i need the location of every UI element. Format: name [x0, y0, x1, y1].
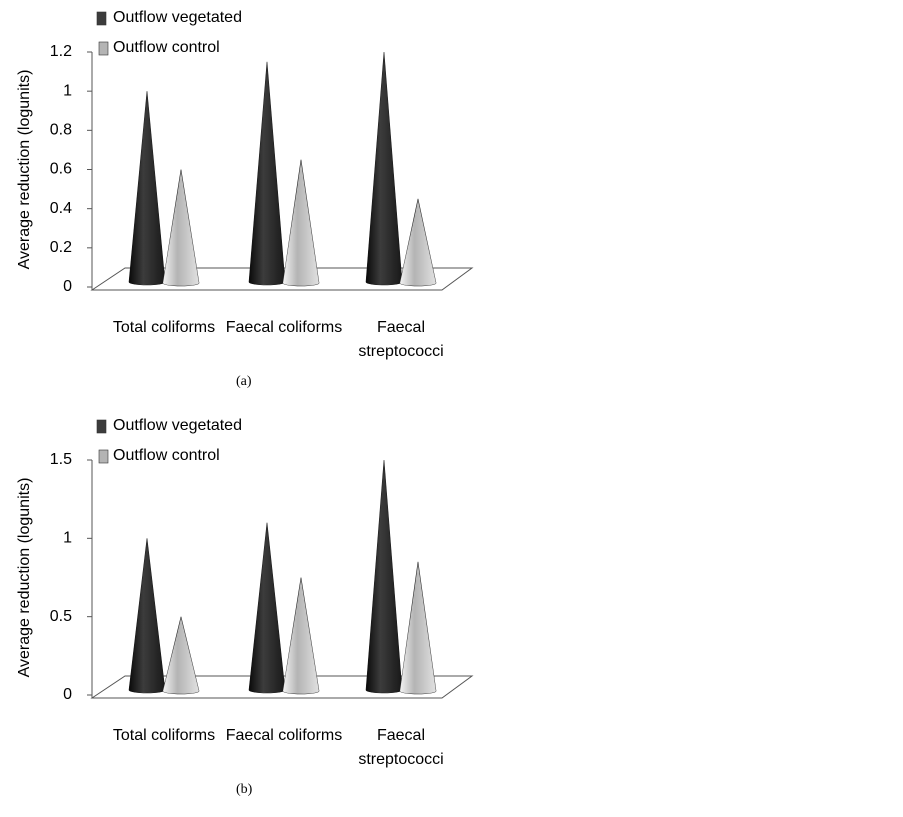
- cone: [365, 51, 403, 286]
- cone: [399, 561, 437, 695]
- caption: (a): [236, 374, 252, 389]
- x-tick-label: Faecal streptococci: [358, 319, 444, 360]
- legend-label: Outflow control: [113, 447, 220, 464]
- y-tick-label: 1.5: [50, 451, 72, 468]
- y-tick-label: 0: [63, 686, 72, 703]
- cone: [282, 577, 320, 695]
- chart-panel: 0 0.2 0.4 0.6 0.8 1 1.2 Average reduction (logu…: [0, 0, 903, 408]
- y-tick-label: 1: [63, 82, 72, 99]
- cone: [248, 522, 286, 694]
- cone: [248, 61, 286, 286]
- cone: [399, 198, 437, 287]
- cone: [162, 169, 200, 287]
- legend-swatch: [98, 41, 109, 56]
- x-tick-label: Faecal coliforms: [225, 319, 343, 336]
- y-tick-label: 0: [63, 278, 72, 295]
- x-tick-label: Faecal streptococci: [358, 727, 444, 768]
- y-axis-label: Average reduction (logunits): [16, 478, 33, 678]
- cone: [365, 459, 403, 694]
- y-axis-label: Average reduction (logunits): [16, 70, 33, 270]
- x-tick-label: Faecal coliforms: [225, 727, 343, 744]
- legend-swatch: [96, 419, 107, 434]
- cone: [128, 538, 166, 694]
- floor: [90, 267, 474, 291]
- y-tick-label: 0.2: [50, 239, 72, 256]
- legend-label: Outflow control: [113, 39, 220, 56]
- legend-label: Outflow vegetated: [113, 9, 242, 26]
- x-tick-label: Total coliforms: [112, 727, 216, 744]
- caption: (b): [236, 782, 253, 797]
- y-tick-label: 0.6: [50, 161, 72, 178]
- chart-panel: 0 0.5 1 1.5 Average reduction (logunits) Outf…: [0, 408, 903, 816]
- floor: [90, 675, 474, 699]
- y-tick-label: 1: [63, 530, 72, 547]
- cone: [282, 159, 320, 287]
- cone: [162, 616, 200, 695]
- y-tick-label: 0.5: [50, 608, 72, 625]
- x-tick-label: Total coliforms: [112, 319, 216, 336]
- y-tick-label: 0.8: [50, 122, 72, 139]
- y-tick-label: 1.2: [50, 43, 72, 60]
- y-tick-label: 0.4: [50, 200, 72, 217]
- cone: [128, 91, 166, 286]
- legend-label: Outflow vegetated: [113, 417, 242, 434]
- legend-swatch: [96, 11, 107, 26]
- legend-swatch: [98, 449, 109, 464]
